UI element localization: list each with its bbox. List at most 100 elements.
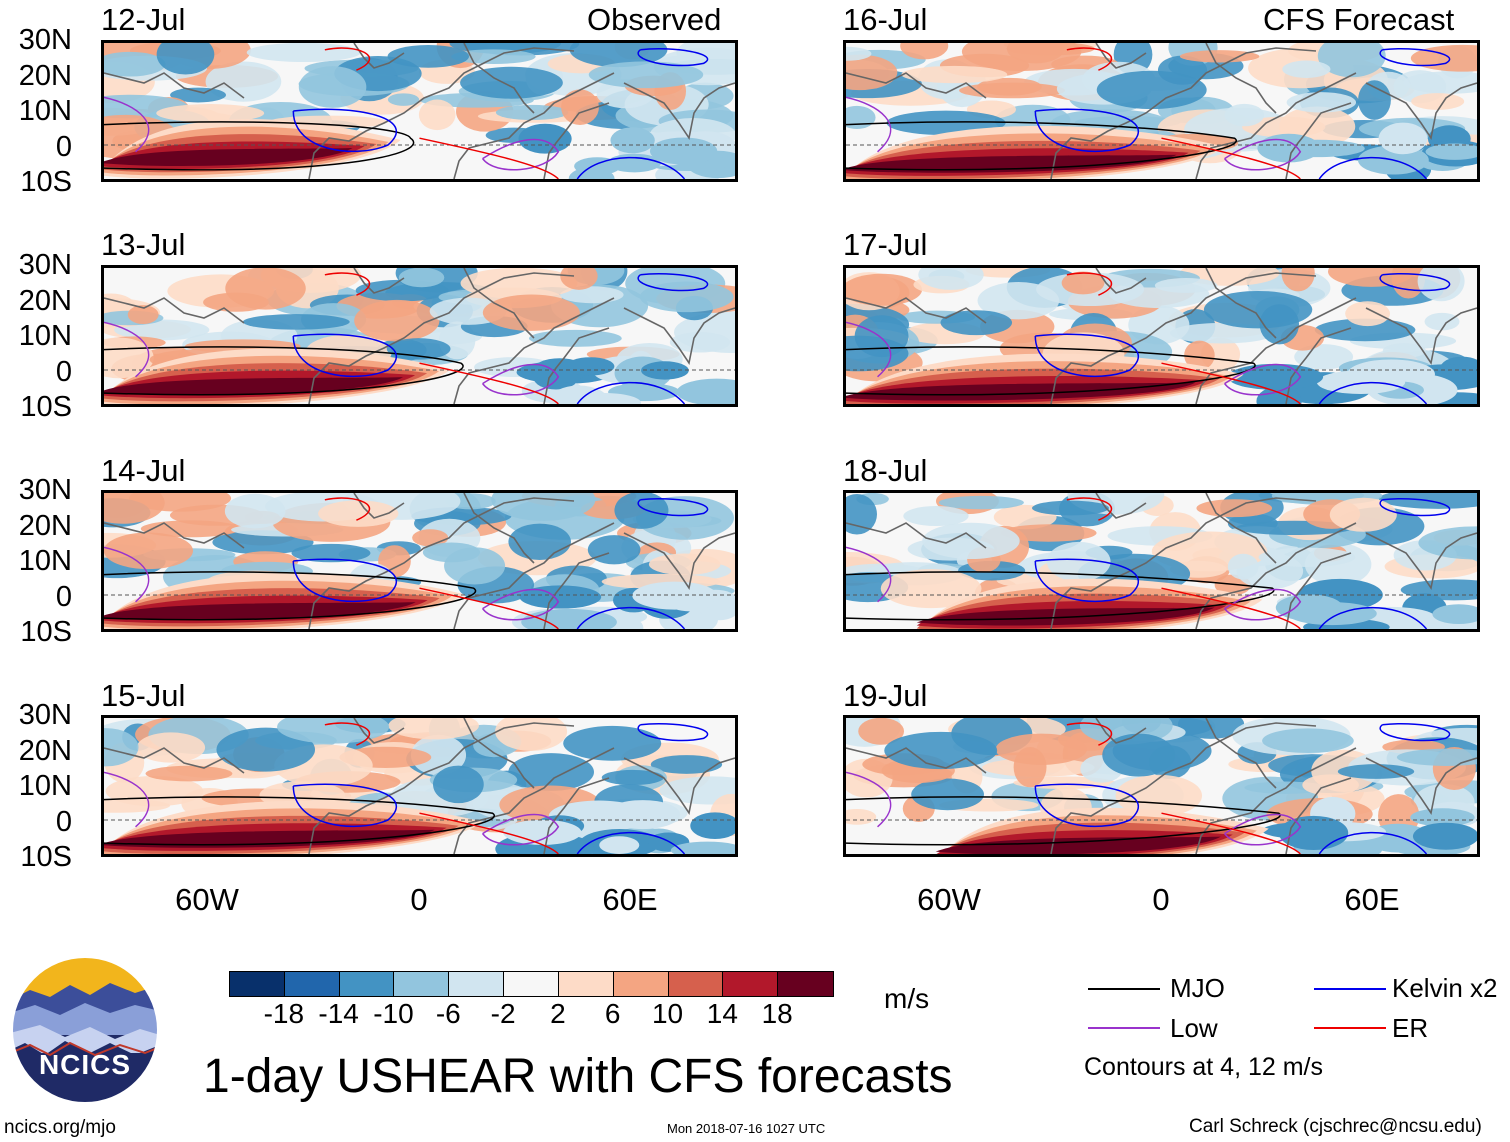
easterly-shear-area [1154,278,1218,293]
westerly-shear-band [935,836,1221,854]
easterly-shear-area [1396,748,1477,766]
easterly-shear-area [1432,604,1477,624]
er-contour [419,137,559,179]
westerly-shear-area [1115,774,1203,817]
easterly-shear-area [508,523,571,561]
land-outline [1285,777,1352,854]
westerly-shear-area [203,292,269,312]
mjo-contour [104,121,415,171]
easterly-shear-area [690,812,735,840]
panel-date-fcst-1: 16-Jul [843,2,928,37]
kelvin-contour [1034,558,1139,603]
lat-label: 30N [18,699,72,731]
ncics-logo-text: NCICS [38,1049,132,1080]
mjo-contour [104,571,477,621]
er-contour [419,812,559,854]
westerly-shear-area [1328,268,1415,287]
kelvin-contour [292,333,397,378]
low-contour [846,96,892,153]
panel-date-obs-2: 13-Jul [101,227,186,262]
land-outline [308,497,575,629]
land-outline [1095,43,1147,69]
er-contour [1066,722,1113,746]
easterly-shear-area [587,535,641,565]
kelvin-contour [1034,108,1139,153]
mjo-contour [104,346,464,396]
easterly-shear-area [170,87,226,103]
lon-label-60e-left: 60E [602,882,658,917]
land-outline [463,268,535,339]
easterly-shear-area [588,61,704,89]
easterly-shear-area [460,66,563,99]
land-outline [1050,272,1317,404]
land-outline [1205,718,1277,789]
easterly-shear-area [610,127,655,154]
colorbar-swatch [394,972,450,996]
land-outline [623,307,735,366]
westerly-shear-area [846,54,898,91]
westerly-shear-area [318,500,399,527]
map-panel-fcst-1 [843,40,1480,182]
easterly-shear-area [519,585,602,609]
easterly-shear-area [1046,541,1111,582]
er-contour [1066,272,1113,296]
mjo-contour [846,121,1238,171]
easterly-shear-area [1258,547,1356,567]
shear-field [846,268,1477,404]
colorbar-swatch [449,972,505,996]
low-contour [104,546,150,603]
easterly-shear-area [846,46,872,61]
westerly-shear-area [127,305,159,325]
westerly-shear-area [145,765,233,782]
map-panel-fcst-3 [843,490,1480,632]
land-outline [104,522,245,549]
colorbar-swatch [723,972,779,996]
colorbar-swatch [668,972,724,996]
kelvin-contour [1379,722,1451,742]
westerly-shear-area [388,718,479,740]
colorbar-swatch [778,972,833,996]
easterly-shear-area [563,725,662,761]
easterly-shear-area [1294,344,1354,370]
easterly-shear-area [650,755,723,774]
easterly-shear-area [1227,553,1259,580]
westerly-shear-area [1184,340,1215,371]
land-outline [1195,747,1357,854]
colorbar-swatch [339,972,395,996]
low-contour [104,96,150,153]
easterly-shear-area [1227,363,1324,390]
easterly-shear-area [398,268,445,288]
easterly-shear-area [903,506,969,527]
lon-label-60w-right: 60W [917,882,981,917]
kelvin-contour [292,558,397,603]
land-outline [104,72,245,99]
colorbar [229,971,834,997]
westerly-shear-band [104,829,435,848]
westerly-shear-area [1411,93,1465,110]
easterly-shear-area [1096,70,1207,110]
kelvin-contour [637,272,709,292]
lon-label-60e-right: 60E [1344,882,1400,917]
easterly-shear-area [1262,728,1354,754]
easterly-shear-area [518,123,572,154]
colorbar-tick-label: 14 [706,998,738,1029]
colorbar-swatch [613,972,669,996]
land-outline [353,493,405,519]
land-outline [463,493,535,564]
er-contour [324,272,371,296]
colorbar-tick-label: -18 [263,998,305,1029]
easterly-shear-area [922,522,1020,560]
kelvin-contour [1379,47,1451,67]
shear-field [846,493,1477,629]
land-outline [1365,307,1477,366]
colorbar-tick-label: -6 [435,998,461,1029]
westerly-shear-area [880,569,982,609]
land-outline [453,297,615,404]
colorbar-tick-label: 6 [604,998,621,1029]
land-outline [1050,47,1317,179]
westerly-shear-area [846,273,923,306]
land-outline [308,47,575,179]
legend-label-low: Low [1170,1013,1218,1043]
colorbar-tick-label: 10 [651,998,684,1029]
kelvin-contour [576,381,686,404]
